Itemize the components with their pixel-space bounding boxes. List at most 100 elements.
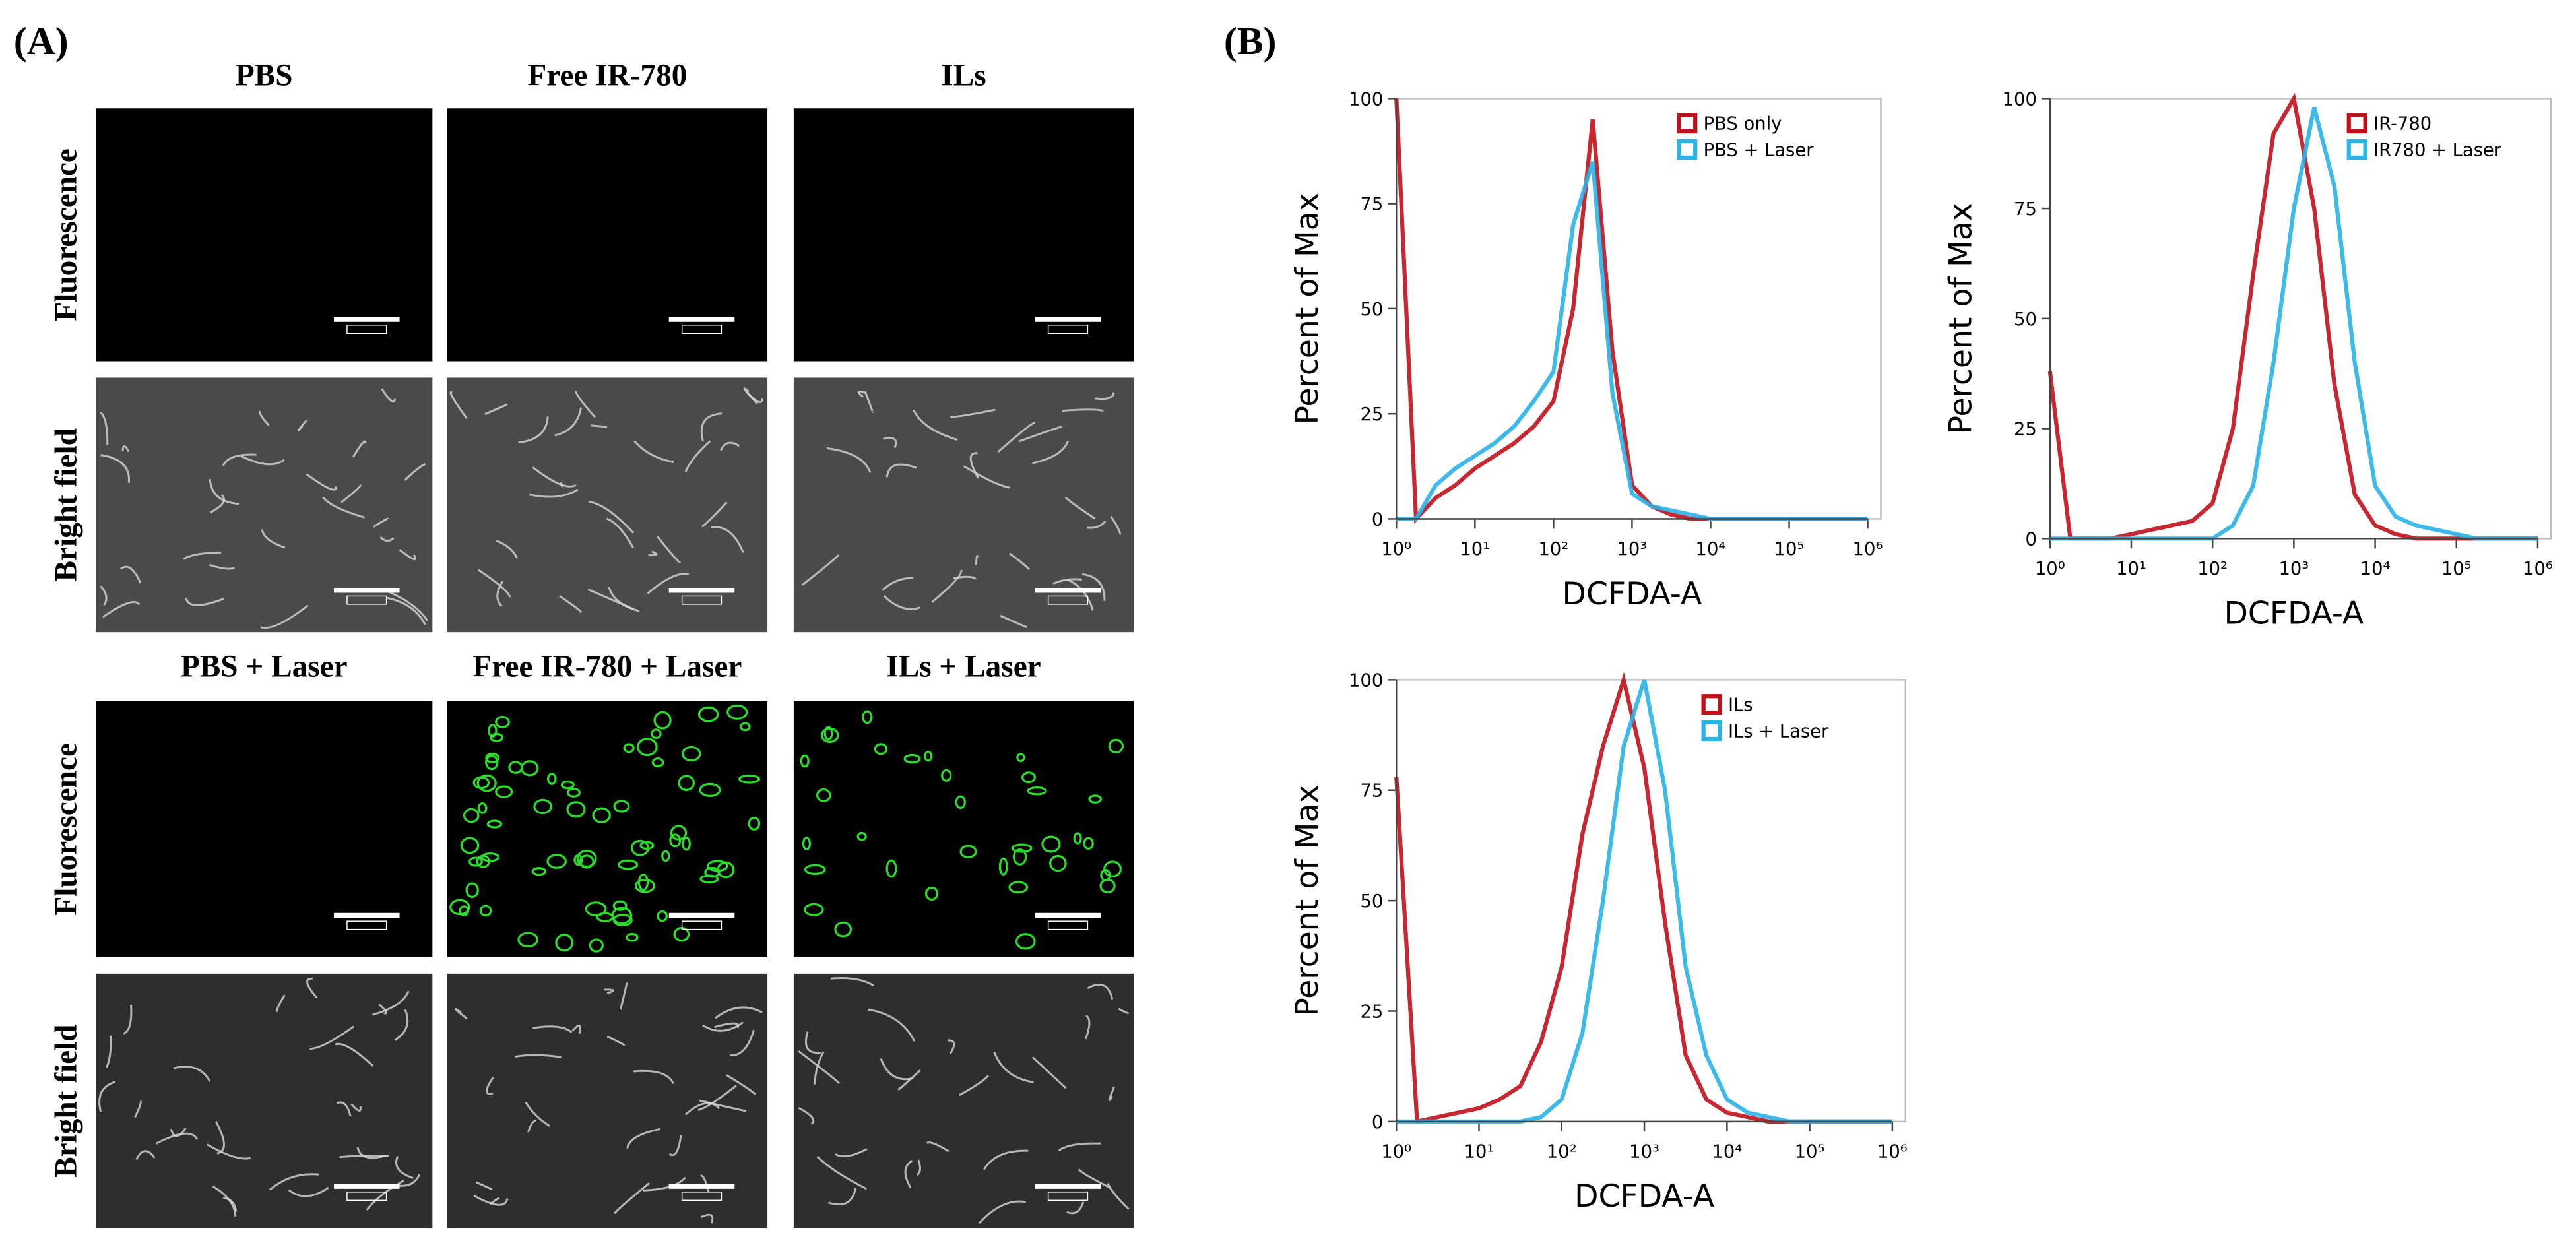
x-tick-label: 10⁵ xyxy=(2441,559,2472,579)
y-tick-label: 50 xyxy=(1361,300,1384,320)
x-axis-label: DCFDA-A xyxy=(2224,596,2364,632)
cell xyxy=(576,849,597,868)
column-title: ILs xyxy=(941,58,986,92)
cell xyxy=(486,1077,494,1095)
micrograph xyxy=(96,377,433,633)
cell xyxy=(496,581,503,607)
legend-label: IR780 + Laser xyxy=(2373,140,2502,160)
y-axis-label: Percent of Max xyxy=(1943,203,1979,434)
cell xyxy=(100,585,108,606)
cell xyxy=(275,994,286,1013)
scale-bar-label xyxy=(1047,920,1089,930)
cell xyxy=(395,1155,414,1180)
cell xyxy=(527,1119,536,1133)
legend-swatch xyxy=(2346,113,2367,134)
x-tick-label: 10⁴ xyxy=(1696,539,1726,559)
cell xyxy=(823,726,833,741)
legend-swatch xyxy=(1677,139,1698,160)
legend-label: PBS only xyxy=(1704,114,1782,135)
cell xyxy=(700,412,723,441)
cell xyxy=(1066,1201,1085,1215)
cell xyxy=(1084,1014,1091,1040)
x-tick-label: 10³ xyxy=(1617,539,1647,559)
cell xyxy=(288,1186,329,1197)
cell xyxy=(480,852,499,862)
cell xyxy=(827,1188,857,1206)
cell xyxy=(924,750,933,762)
x-tick-label: 10³ xyxy=(1629,1142,1659,1163)
scale-bar xyxy=(1035,1184,1101,1189)
cell xyxy=(379,536,395,542)
cell xyxy=(591,424,608,428)
cell xyxy=(1083,837,1094,850)
x-axis-label: DCFDA-A xyxy=(1562,576,1702,612)
cell xyxy=(488,724,498,738)
x-tick-label: 10⁶ xyxy=(2523,559,2553,579)
cell xyxy=(904,1160,913,1189)
image-frame xyxy=(447,377,768,633)
legend-swatch xyxy=(1701,694,1722,715)
cell xyxy=(485,752,500,763)
y-tick-label: 0 xyxy=(1372,1112,1383,1133)
y-tick-label: 100 xyxy=(1349,89,1383,110)
cell xyxy=(378,1004,387,1015)
legend-swatch xyxy=(1677,113,1698,134)
cell xyxy=(612,900,628,911)
cell xyxy=(449,899,470,916)
cell xyxy=(916,1159,921,1176)
cell xyxy=(209,478,240,505)
panel-label: (B) xyxy=(1224,19,1277,63)
scale-bar-label xyxy=(681,1192,723,1201)
cell xyxy=(529,488,579,498)
cell xyxy=(521,760,539,777)
cell xyxy=(350,1103,362,1112)
cell xyxy=(684,1102,721,1116)
cell xyxy=(975,554,979,565)
y-tick-label: 100 xyxy=(2003,89,2037,110)
y-tick-label: 75 xyxy=(2014,199,2037,220)
cell xyxy=(886,463,917,478)
cell xyxy=(816,788,831,802)
cell xyxy=(670,825,688,841)
cell xyxy=(657,910,668,922)
scale-bar-label xyxy=(681,920,723,930)
cell xyxy=(856,831,867,841)
scale-bar xyxy=(1035,317,1101,322)
row-label: Fluorescence xyxy=(49,148,83,321)
cell xyxy=(531,867,547,876)
cell xyxy=(106,1035,112,1068)
cell xyxy=(473,1194,509,1206)
micrograph xyxy=(447,973,768,1228)
cell xyxy=(726,704,748,720)
cell xyxy=(886,859,897,878)
cell xyxy=(862,710,873,724)
cell xyxy=(269,1173,319,1191)
cell xyxy=(684,440,711,473)
x-axis-label: DCFDA-A xyxy=(1574,1178,1714,1215)
cell xyxy=(880,1058,914,1081)
series-line xyxy=(1396,679,1892,1124)
x-tick-label: 10² xyxy=(1538,539,1568,559)
cell xyxy=(185,598,224,606)
cell xyxy=(657,536,682,563)
image-frame xyxy=(96,108,433,362)
cell xyxy=(222,1197,238,1212)
cell xyxy=(697,1085,737,1111)
cell xyxy=(669,833,682,848)
cell xyxy=(588,501,635,534)
y-tick-label: 0 xyxy=(2025,529,2036,550)
cell xyxy=(814,1051,825,1085)
x-tick-label: 10⁰ xyxy=(1381,539,1411,559)
cell xyxy=(102,601,141,618)
scale-bar-label xyxy=(346,595,387,605)
scale-bar-label xyxy=(346,1192,387,1201)
cell xyxy=(1049,854,1067,872)
series-line xyxy=(1396,160,1868,521)
cell xyxy=(1052,578,1082,585)
cell xyxy=(618,859,639,870)
cell xyxy=(603,988,614,994)
image-frame xyxy=(447,108,768,362)
cell xyxy=(653,711,672,730)
cell xyxy=(1108,1086,1116,1101)
cell xyxy=(661,850,670,862)
